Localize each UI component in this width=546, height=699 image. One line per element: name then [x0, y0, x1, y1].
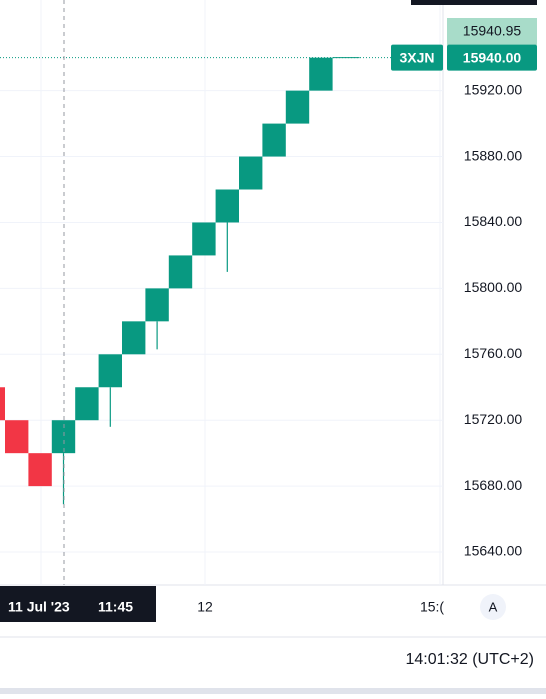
brick — [285, 90, 310, 124]
brick — [215, 189, 239, 223]
y-tick-label: 15760.00 — [464, 345, 523, 361]
x-tick-label: 12 — [197, 599, 213, 615]
brick — [98, 354, 122, 388]
crosshair-label-box — [0, 586, 156, 622]
brick — [0, 387, 5, 421]
upper-label-box — [447, 18, 537, 45]
brick — [28, 453, 52, 487]
brick — [75, 387, 99, 421]
brick — [192, 222, 216, 256]
crosshair-date: 11 Jul '23 — [8, 599, 70, 615]
y-tick-label: 15920.00 — [464, 81, 523, 97]
auto-scale-button[interactable] — [480, 594, 506, 620]
top-bar — [411, 0, 537, 5]
y-tick-label: 15680.00 — [464, 477, 523, 493]
brick — [309, 57, 333, 91]
last-price-label: 15940.00 — [463, 49, 522, 65]
brick — [145, 288, 169, 322]
brick — [168, 255, 193, 289]
brick — [122, 321, 146, 355]
last-price-box — [447, 44, 537, 71]
bottom-border — [0, 688, 546, 694]
upper-label: 15940.95 — [463, 23, 522, 39]
clock: 14:01:32 (UTC+2) — [405, 651, 534, 668]
y-tick-label: 15880.00 — [464, 147, 523, 163]
y-tick-label: 15800.00 — [464, 279, 523, 295]
brick — [262, 123, 286, 157]
crosshair-time: 11:45 — [98, 599, 133, 615]
y-tick-label: 15840.00 — [464, 213, 523, 229]
brick — [5, 420, 29, 454]
brick — [239, 156, 263, 190]
symbol-label: 3XJN — [399, 49, 434, 65]
x-tick-label: 15:( — [420, 599, 444, 615]
auto-scale-label[interactable]: A — [489, 599, 498, 614]
plot-area — [0, 57, 443, 553]
brick — [51, 420, 76, 454]
y-tick-label: 15720.00 — [464, 411, 523, 427]
y-tick-label: 15640.00 — [464, 543, 523, 559]
symbol-box — [391, 44, 443, 71]
